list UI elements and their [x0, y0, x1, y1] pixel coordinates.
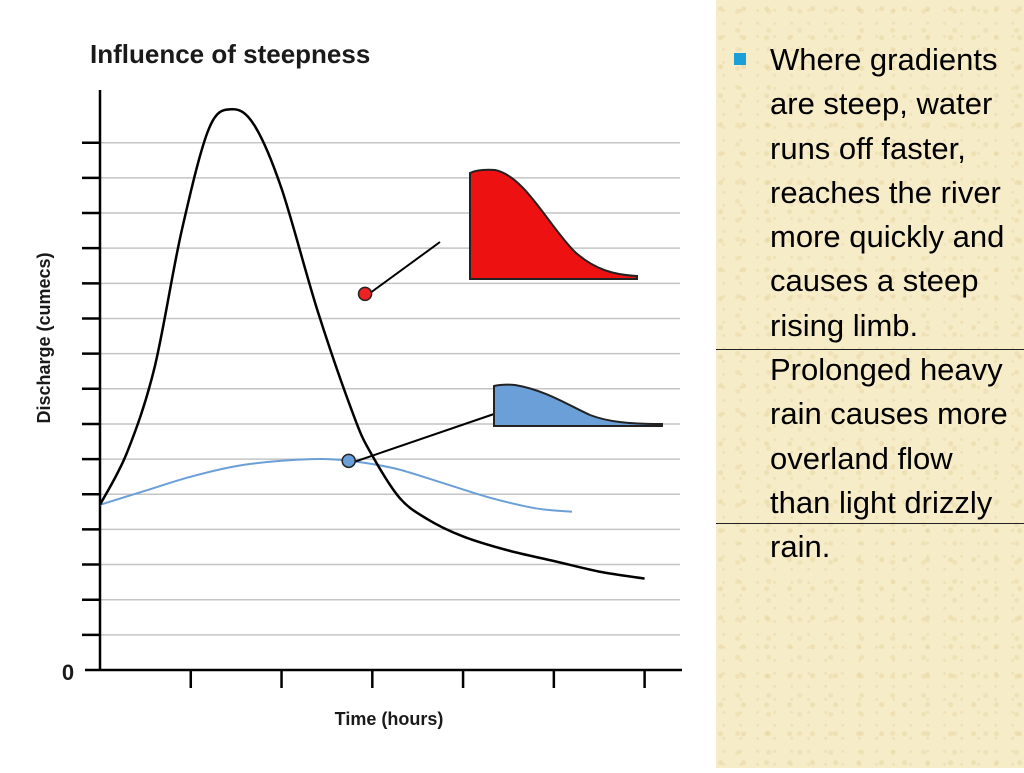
axis-ticks: [82, 141, 646, 688]
steep-series-marker: [357, 286, 373, 302]
gentle-hydrograph-inset-shape: [493, 383, 663, 427]
y-tick-label-zero: 0: [62, 660, 74, 685]
bullet-square-icon: [734, 53, 746, 65]
x-axis-label: Time (hours): [335, 709, 444, 729]
panel-divider-top: [716, 349, 1024, 350]
gentle-callout-line: [350, 413, 495, 464]
steep-callout-line: [365, 241, 441, 297]
steep-hydrograph-inset-shape: [469, 168, 638, 280]
series-group: [98, 108, 645, 580]
panel-divider-bottom: [716, 523, 1024, 524]
chart-svg: Influence of steepness 0 Discharge (cume…: [34, 39, 682, 729]
gentle-series-line: [99, 458, 573, 513]
steep-series-line: [98, 108, 645, 580]
markers-group: [341, 286, 373, 469]
gridlines: [100, 141, 680, 636]
chart-title: Influence of steepness: [90, 39, 370, 69]
explanation-panel: Where gradients are steep, water runs of…: [716, 0, 1024, 768]
gentle-series-marker: [341, 453, 356, 469]
y-axis-label: Discharge (cumecs): [34, 252, 54, 423]
hydrograph-chart: Influence of steepness 0 Discharge (cume…: [34, 39, 682, 729]
bullet-text: Where gradients are steep, water runs of…: [770, 42, 1008, 565]
